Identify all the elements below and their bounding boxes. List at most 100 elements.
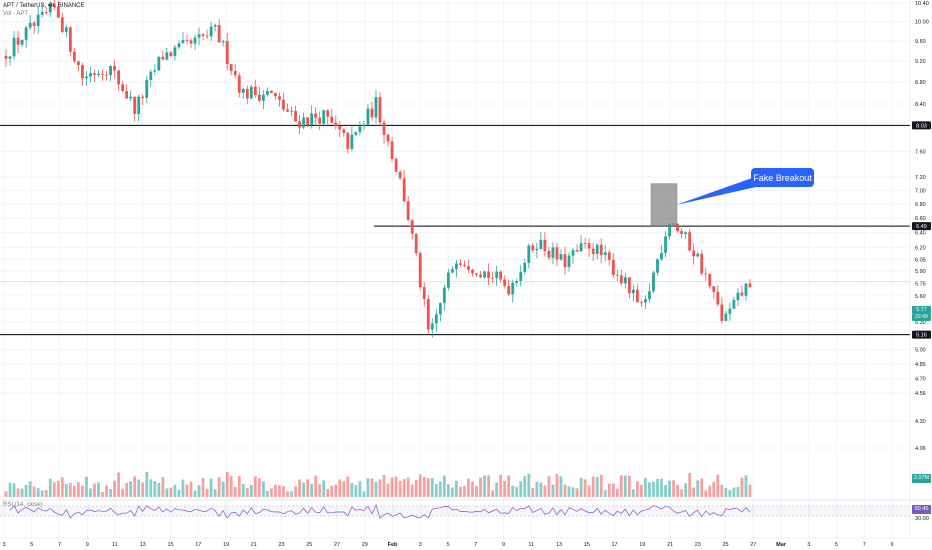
- volume-bar: [422, 476, 426, 497]
- rsi-tick-label: 30.00: [915, 516, 929, 522]
- candle-body: [346, 132, 350, 149]
- candle-body: [165, 52, 169, 60]
- candle-body: [286, 109, 289, 112]
- candle-body: [455, 263, 458, 270]
- volume-bar: [615, 488, 619, 497]
- volume-bar: [338, 479, 342, 497]
- candle-body: [189, 40, 193, 44]
- candle-body: [414, 233, 418, 254]
- candle-body: [60, 17, 64, 32]
- volume-bar: [716, 474, 720, 497]
- volume-bar: [539, 482, 543, 497]
- volume-bar: [378, 479, 382, 497]
- volume-bar: [434, 484, 438, 497]
- candle-body: [40, 12, 44, 15]
- volume-bar: [390, 477, 394, 497]
- candle-body: [442, 287, 446, 304]
- volume-bar: [133, 476, 137, 497]
- candle-body: [370, 108, 374, 118]
- volume-bar: [165, 488, 169, 497]
- volume-bar: [627, 475, 631, 497]
- candle-body: [495, 271, 499, 278]
- candle-body: [728, 308, 732, 314]
- volume-bar: [587, 485, 591, 497]
- volume-bar: [326, 488, 330, 497]
- candle-body: [740, 292, 744, 296]
- candle-body: [603, 252, 607, 256]
- candle-body: [660, 252, 663, 260]
- volume-bar: [113, 480, 116, 497]
- price-tick-label: 10.00: [915, 20, 929, 26]
- candle-body: [410, 220, 414, 234]
- volume-bar: [394, 476, 398, 497]
- volume-bar: [740, 477, 744, 497]
- price-tick-label: 7.60: [915, 149, 926, 155]
- candle-body: [342, 129, 346, 133]
- candle-body: [173, 47, 177, 57]
- candle-body: [338, 125, 342, 130]
- candle-body: [334, 122, 338, 126]
- candle-body: [664, 236, 667, 253]
- volume-bar: [81, 485, 84, 497]
- volume-bar: [450, 487, 454, 497]
- level-tag-bg: [912, 121, 931, 130]
- candle-body: [676, 223, 680, 232]
- volume-bar: [109, 489, 112, 497]
- volume-bar: [696, 480, 700, 497]
- fake-breakout-annotation[interactable]: Fake Breakout: [650, 168, 814, 227]
- candle-body: [402, 178, 406, 202]
- volume-bar: [664, 484, 667, 497]
- volume-bar: [672, 480, 675, 497]
- price-tick-label: 7.00: [915, 188, 926, 194]
- volume-bar: [20, 488, 24, 497]
- level-tag-bg: [912, 222, 931, 231]
- candle-body: [459, 263, 462, 265]
- volume-bar: [253, 476, 257, 497]
- volume-bar: [414, 480, 418, 497]
- candle-body: [8, 56, 12, 59]
- time-tick-label: 7: [863, 542, 866, 548]
- time-tick-label: 13: [140, 542, 146, 548]
- volume-bar: [36, 488, 40, 497]
- time-axis[interactable]: 3 5 7 9 11 13 15 17 19 21 23 25 27 29 Feb 3 5 7 9 11 13 15 17 1…: [0, 537, 932, 548]
- volume-bar: [475, 486, 478, 497]
- volume-bar: [426, 478, 430, 497]
- volume-bar: [551, 484, 555, 497]
- volume-bar: [704, 490, 708, 497]
- candle-body: [708, 273, 712, 287]
- candle-body: [64, 27, 68, 32]
- volume-bar: [181, 479, 185, 497]
- volume-bar: [282, 486, 285, 497]
- candle-body: [245, 88, 249, 99]
- volume-bar: [97, 482, 100, 497]
- volume-bar: [105, 485, 108, 497]
- candle-body: [44, 12, 48, 13]
- volume-bar: [523, 476, 527, 497]
- price-tick-label: 4.56: [915, 391, 926, 397]
- candle-body: [583, 243, 587, 244]
- volume-bar: [4, 491, 8, 497]
- volume-label: Vol · APT: [3, 11, 29, 17]
- volume-bar: [266, 490, 269, 497]
- volume-bar: [193, 490, 197, 497]
- volume-bar: [386, 483, 390, 497]
- candle-body: [253, 86, 257, 95]
- volume-bar: [684, 483, 688, 497]
- volume-bar: [563, 484, 567, 497]
- volume-bar: [64, 484, 68, 497]
- candle-body: [555, 247, 559, 260]
- candle-body: [587, 243, 591, 249]
- price-axis[interactable]: 4.064.304.564.704.855.005.155.305.455.60…: [909, 0, 931, 538]
- candle-body: [551, 247, 555, 258]
- candle-body: [483, 271, 486, 278]
- callout-text: Fake Breakout: [753, 173, 812, 183]
- rsi-band: [0, 506, 910, 516]
- volume-bar: [233, 486, 237, 497]
- symbol-title[interactable]: APT / TetherUS, 4h, BINANCE: [3, 3, 85, 9]
- volume-bar: [398, 480, 402, 497]
- volume-bar: [205, 488, 209, 497]
- candle-body: [366, 108, 370, 125]
- time-tick-label: 15: [167, 542, 173, 548]
- candle-body: [748, 283, 752, 288]
